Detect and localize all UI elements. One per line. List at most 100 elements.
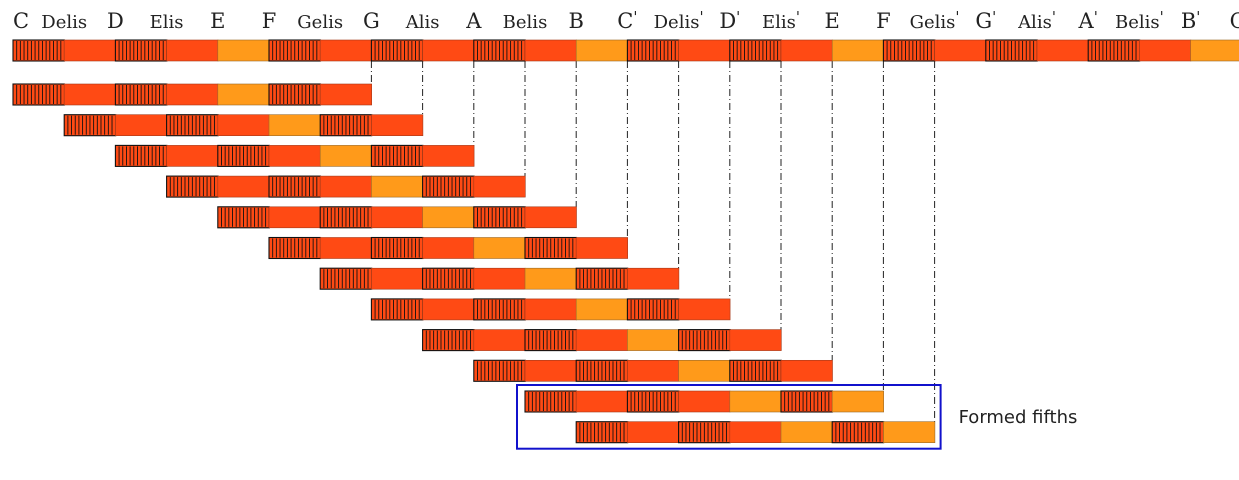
row-seg-hatched — [524, 390, 578, 413]
row-seg-orange — [729, 390, 782, 413]
row-seg-hatched — [114, 83, 168, 106]
row-seg-orange — [883, 421, 936, 444]
note-label: Gelis — [297, 12, 343, 33]
row-seg-orange — [627, 329, 680, 351]
top-seg-red — [166, 39, 219, 62]
row-seg-red — [627, 421, 680, 444]
row-seg-hatched — [626, 390, 680, 413]
note-label: Delis' — [654, 8, 704, 33]
row-seg-red — [217, 114, 270, 136]
row-seg-hatched — [473, 359, 526, 382]
row-seg-hatched — [370, 298, 424, 321]
row-seg-hatched — [626, 298, 680, 321]
row-seg-hatched — [575, 421, 629, 444]
row-seg-orange — [371, 175, 424, 198]
row-seg-red — [780, 359, 833, 382]
top-seg-orange — [831, 39, 885, 62]
row-seg-orange — [524, 267, 577, 290]
top-seg-orange — [575, 39, 629, 62]
top-seg-red — [319, 39, 373, 62]
row-seg-hatched — [268, 83, 322, 106]
row-seg-orange — [678, 359, 731, 382]
note-label: B — [568, 9, 583, 33]
fifth-row — [268, 236, 629, 260]
note-label: D' — [719, 8, 740, 33]
row-seg-red — [166, 145, 219, 167]
note-label: C'' — [1230, 8, 1239, 33]
row-seg-hatched — [729, 359, 782, 382]
note-label: Belis — [503, 12, 548, 33]
top-seg-red — [1139, 39, 1192, 62]
fifth-row — [217, 206, 577, 229]
top-seg-red — [1036, 39, 1089, 62]
top-seg-hatched — [729, 39, 782, 62]
row-seg-orange — [575, 298, 629, 321]
row-seg-red — [575, 390, 629, 413]
fifth-rows — [12, 83, 936, 444]
row-seg-hatched — [370, 236, 424, 260]
row-seg-orange — [780, 421, 833, 444]
row-seg-orange — [422, 206, 475, 229]
row-seg-hatched — [268, 236, 322, 260]
row-seg-red — [575, 237, 629, 259]
row-seg-hatched — [831, 421, 885, 444]
note-label: Alis' — [1017, 8, 1056, 33]
row-seg-red — [166, 83, 219, 106]
row-seg-red — [524, 359, 577, 382]
note-label: C — [13, 9, 29, 33]
fifth-row — [575, 421, 936, 444]
top-seg-hatched — [1087, 39, 1141, 62]
row-seg-red — [627, 359, 680, 382]
top-seg-red — [422, 39, 475, 62]
note-label: A' — [1078, 8, 1098, 33]
note-label: A — [465, 9, 482, 33]
note-labels: C Delis D Elis E F Gelis G Alis A Belis B C' Delis' D'… — [13, 8, 1239, 33]
row-seg-hatched — [217, 206, 270, 229]
row-seg-red — [371, 206, 424, 229]
row-seg-red — [319, 175, 373, 198]
row-seg-orange — [217, 83, 270, 106]
top-seg-hatched — [985, 39, 1038, 62]
fifth-row — [422, 329, 782, 352]
note-label: Elis — [150, 12, 184, 33]
note-label: F — [876, 9, 891, 33]
row-seg-hatched — [575, 359, 629, 382]
top-seg-red — [678, 39, 731, 62]
top-seg-orange — [1190, 39, 1239, 62]
row-seg-red — [422, 145, 475, 167]
row-seg-hatched — [473, 298, 526, 321]
note-label: G — [363, 9, 380, 33]
row-seg-hatched — [319, 267, 373, 290]
row-seg-orange — [831, 390, 885, 413]
row-seg-hatched — [422, 267, 475, 290]
row-seg-hatched — [678, 329, 731, 352]
row-seg-hatched — [422, 329, 475, 352]
chromatic-scale-bar — [12, 39, 1239, 62]
formed-fifths-label: Formed fifths — [959, 407, 1078, 428]
row-seg-hatched — [524, 329, 578, 352]
fifth-row — [63, 114, 424, 137]
note-label: D — [107, 9, 124, 33]
row-seg-red — [729, 329, 782, 351]
note-label: Delis — [41, 12, 87, 33]
row-seg-red — [473, 175, 526, 198]
row-seg-red — [729, 421, 782, 444]
guide-lines — [370, 61, 936, 422]
note-label: G' — [975, 8, 996, 33]
fifth-row — [12, 83, 373, 106]
top-seg-red — [524, 39, 577, 62]
row-seg-hatched — [370, 144, 424, 167]
row-seg-hatched — [319, 206, 373, 229]
row-seg-red — [678, 390, 731, 413]
row-seg-red — [268, 145, 321, 167]
row-seg-hatched — [166, 114, 219, 137]
row-seg-red — [319, 83, 373, 106]
top-seg-hatched — [12, 39, 66, 62]
row-seg-red — [371, 267, 424, 290]
note-label: C' — [617, 8, 637, 33]
row-seg-red — [422, 237, 475, 259]
row-seg-hatched — [63, 114, 117, 137]
row-seg-red — [371, 114, 424, 136]
row-seg-hatched — [114, 144, 168, 167]
row-seg-hatched — [473, 206, 526, 229]
